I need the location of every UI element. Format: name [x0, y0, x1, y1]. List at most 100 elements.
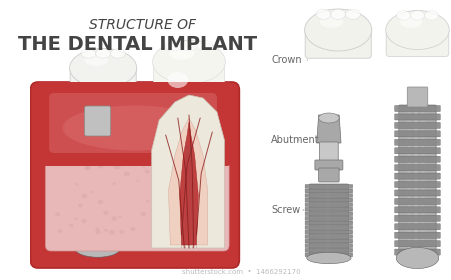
Ellipse shape [164, 212, 168, 216]
FancyBboxPatch shape [304, 216, 352, 220]
Ellipse shape [410, 11, 423, 20]
Ellipse shape [63, 106, 207, 151]
FancyBboxPatch shape [394, 241, 439, 247]
FancyBboxPatch shape [73, 240, 122, 246]
FancyBboxPatch shape [73, 137, 122, 142]
Polygon shape [168, 118, 207, 245]
Ellipse shape [162, 166, 168, 171]
Ellipse shape [199, 214, 204, 218]
FancyBboxPatch shape [332, 185, 336, 258]
FancyBboxPatch shape [324, 185, 329, 258]
FancyBboxPatch shape [394, 165, 439, 171]
Ellipse shape [69, 48, 137, 88]
Ellipse shape [179, 205, 184, 210]
FancyBboxPatch shape [76, 129, 119, 249]
FancyBboxPatch shape [304, 198, 352, 202]
Ellipse shape [396, 248, 438, 269]
Ellipse shape [208, 222, 213, 227]
FancyBboxPatch shape [394, 114, 439, 120]
FancyBboxPatch shape [73, 233, 122, 238]
Ellipse shape [157, 178, 163, 183]
Ellipse shape [136, 179, 139, 182]
FancyBboxPatch shape [304, 248, 352, 252]
Ellipse shape [179, 174, 184, 177]
FancyBboxPatch shape [394, 181, 439, 188]
FancyBboxPatch shape [304, 189, 352, 193]
Ellipse shape [133, 160, 140, 165]
FancyBboxPatch shape [73, 225, 122, 231]
FancyBboxPatch shape [84, 106, 110, 136]
FancyBboxPatch shape [73, 196, 122, 201]
Text: Screw: Screw [271, 205, 303, 215]
Ellipse shape [206, 185, 209, 188]
FancyBboxPatch shape [73, 203, 122, 209]
Ellipse shape [55, 212, 60, 216]
FancyBboxPatch shape [101, 130, 106, 248]
Ellipse shape [173, 146, 179, 151]
Ellipse shape [167, 72, 188, 88]
Ellipse shape [74, 148, 80, 153]
FancyBboxPatch shape [314, 160, 342, 170]
FancyBboxPatch shape [406, 87, 427, 107]
Polygon shape [316, 115, 340, 143]
FancyBboxPatch shape [304, 185, 352, 188]
Ellipse shape [69, 224, 74, 227]
FancyBboxPatch shape [308, 184, 348, 259]
Ellipse shape [95, 230, 101, 234]
Ellipse shape [123, 171, 129, 176]
FancyBboxPatch shape [73, 188, 122, 194]
FancyBboxPatch shape [398, 105, 435, 259]
FancyBboxPatch shape [73, 181, 122, 186]
FancyBboxPatch shape [73, 218, 122, 223]
FancyBboxPatch shape [304, 207, 352, 211]
Ellipse shape [183, 224, 187, 226]
FancyBboxPatch shape [73, 159, 122, 164]
Ellipse shape [174, 178, 179, 183]
Ellipse shape [159, 148, 164, 152]
FancyBboxPatch shape [73, 211, 122, 216]
Ellipse shape [60, 151, 66, 155]
Ellipse shape [154, 216, 159, 220]
Ellipse shape [126, 152, 130, 155]
Ellipse shape [306, 252, 350, 264]
Text: Abutment: Abutment [271, 135, 319, 145]
Ellipse shape [158, 182, 163, 186]
Ellipse shape [97, 164, 103, 169]
Ellipse shape [74, 217, 77, 220]
FancyBboxPatch shape [420, 106, 424, 258]
Ellipse shape [166, 180, 170, 183]
FancyBboxPatch shape [304, 203, 352, 206]
FancyBboxPatch shape [73, 144, 122, 150]
Ellipse shape [330, 9, 345, 19]
Ellipse shape [118, 216, 121, 218]
FancyBboxPatch shape [394, 131, 439, 137]
Ellipse shape [140, 146, 145, 151]
Ellipse shape [173, 198, 178, 202]
Ellipse shape [319, 15, 342, 28]
Text: shutterstock.com  •  1466292170: shutterstock.com • 1466292170 [181, 269, 300, 275]
Ellipse shape [81, 49, 96, 58]
FancyBboxPatch shape [34, 82, 233, 166]
FancyBboxPatch shape [73, 166, 122, 172]
Ellipse shape [130, 227, 135, 231]
FancyBboxPatch shape [394, 232, 439, 238]
FancyBboxPatch shape [304, 253, 352, 257]
Ellipse shape [85, 166, 90, 170]
Ellipse shape [157, 229, 161, 232]
FancyBboxPatch shape [73, 130, 122, 135]
Ellipse shape [143, 150, 147, 153]
Ellipse shape [112, 182, 116, 185]
Ellipse shape [106, 151, 109, 153]
Ellipse shape [153, 147, 156, 150]
FancyBboxPatch shape [318, 168, 338, 182]
FancyBboxPatch shape [394, 249, 439, 255]
Ellipse shape [108, 230, 115, 235]
Ellipse shape [176, 144, 180, 148]
FancyBboxPatch shape [49, 93, 216, 153]
Polygon shape [152, 95, 224, 248]
Polygon shape [179, 122, 198, 245]
Ellipse shape [103, 211, 108, 215]
Ellipse shape [119, 230, 124, 234]
Ellipse shape [57, 159, 60, 162]
Ellipse shape [318, 113, 338, 123]
